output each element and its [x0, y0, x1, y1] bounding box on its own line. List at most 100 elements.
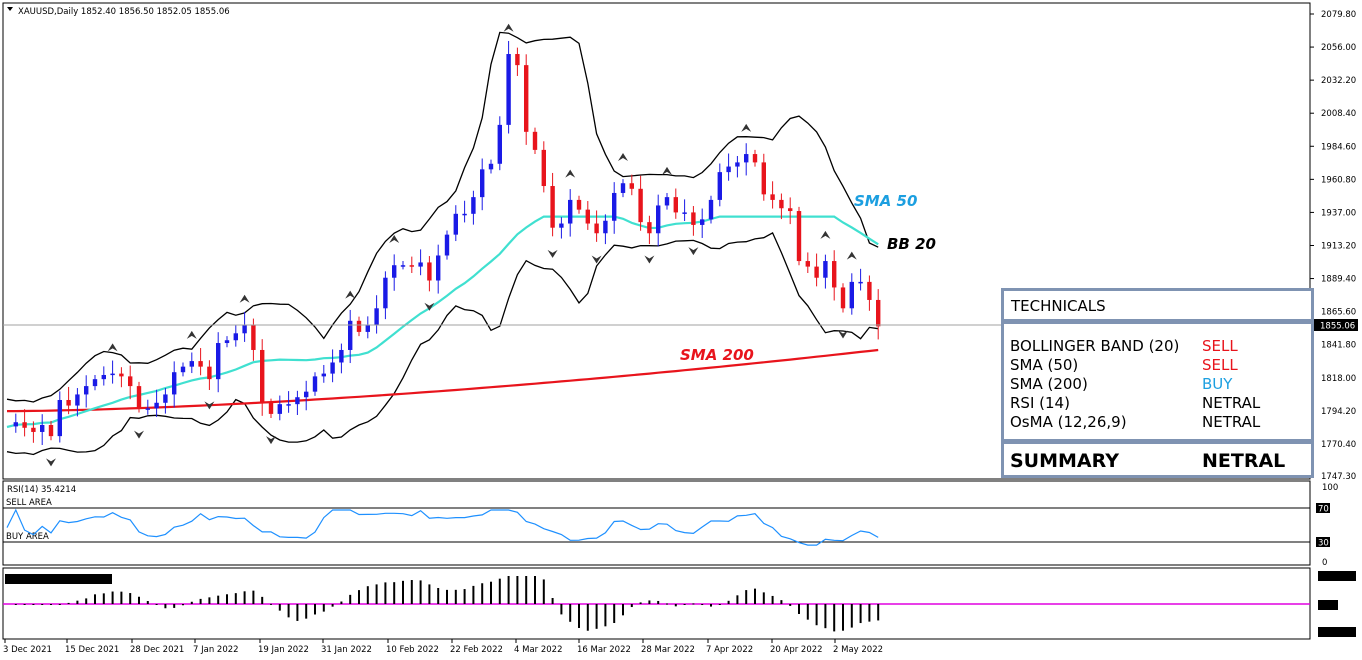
- indicator-signal: SELL: [1202, 356, 1238, 374]
- bull-candle: [40, 425, 45, 432]
- date-tick-label: 20 Apr 2022: [770, 645, 823, 655]
- bear-candle: [788, 208, 793, 212]
- osma-bar: [111, 591, 114, 604]
- price-tick-label: 1889.40: [1321, 275, 1356, 285]
- osma-bar: [666, 603, 668, 605]
- price-tick-label: 2032.20: [1321, 76, 1356, 86]
- osma-bar: [525, 576, 528, 604]
- osma-bar: [490, 581, 492, 604]
- bear-candle: [128, 376, 133, 387]
- osma-bar: [613, 604, 616, 623]
- bear-candle: [673, 197, 678, 213]
- bull-candle: [277, 404, 282, 414]
- bull-candle: [75, 394, 80, 406]
- osma-bar: [771, 595, 774, 604]
- bull-candle: [180, 366, 186, 373]
- osma-bar: [780, 600, 783, 604]
- osma-bar: [648, 600, 651, 604]
- bollinger-bands: [6, 31, 879, 456]
- bull-candle: [444, 234, 450, 256]
- date-tick-label: 10 Feb 2022: [386, 645, 439, 655]
- bb-upper-band: [6, 31, 879, 403]
- fractal-down-icon: [204, 401, 215, 410]
- osma-bar: [296, 604, 299, 621]
- bear-candle: [48, 425, 54, 437]
- osma-bar: [428, 584, 431, 604]
- osma-bar: [173, 604, 176, 608]
- fractal-down-icon: [266, 436, 276, 445]
- osma-bar: [270, 603, 272, 605]
- osma-bar: [437, 587, 440, 604]
- osma-bar: [604, 604, 607, 627]
- osma-bar: [234, 593, 237, 604]
- osma-bar: [683, 604, 686, 605]
- osma-bar: [393, 582, 396, 604]
- osma-bar: [560, 604, 563, 615]
- bull-candle: [744, 154, 749, 163]
- bull-candle: [471, 197, 476, 214]
- indicator-name: RSI (14): [1010, 394, 1070, 412]
- bull-candle: [13, 422, 18, 427]
- osma-bar: [551, 598, 554, 604]
- bull-candle: [620, 183, 626, 193]
- bull-candle: [242, 324, 247, 334]
- osma-bar: [138, 596, 140, 604]
- current-price-tag: [1314, 319, 1358, 331]
- osma-bar: [630, 604, 633, 608]
- osma-bar: [578, 604, 580, 628]
- osma-bar: [287, 604, 290, 618]
- date-tick-label: 22 Feb 2022: [450, 645, 503, 655]
- fractal-up-icon: [186, 330, 197, 339]
- osma-bar: [727, 600, 730, 604]
- technicals-body: BOLLINGER BAND (20) SELL SMA (50) SELL S…: [1001, 321, 1314, 442]
- bear-candle: [761, 162, 766, 195]
- price-tick-label: 1913.20: [1321, 241, 1356, 251]
- bull-candle: [462, 213, 467, 216]
- osma-bar: [375, 584, 378, 604]
- osma-bar: [877, 604, 880, 621]
- bear-candle: [66, 399, 71, 406]
- rsi-tick-70-bg: [1316, 503, 1330, 513]
- bull-candle: [453, 213, 458, 235]
- bull-candle: [682, 212, 687, 214]
- fractal-down-icon: [688, 247, 699, 256]
- osma-bar: [14, 604, 17, 605]
- bear-candle: [876, 299, 881, 327]
- fractal-up-icon: [618, 153, 628, 162]
- bear-candle: [22, 422, 27, 428]
- bull-candle: [348, 320, 353, 350]
- rsi-tick-30-bg: [1316, 537, 1330, 547]
- osma-bar: [261, 596, 264, 604]
- osma-title-bar: [5, 574, 112, 584]
- technicals-title: TECHNICALS: [1011, 297, 1106, 315]
- fractal-down-icon: [134, 430, 144, 439]
- technicals-row: RSI (14) NETRAL: [1010, 394, 1306, 413]
- osma-bar: [102, 593, 105, 604]
- bear-candle: [691, 212, 696, 225]
- bear-candle: [867, 281, 872, 300]
- bull-candle: [717, 172, 722, 200]
- bull-candle: [224, 340, 230, 344]
- osma-bar: [569, 604, 572, 622]
- date-tick-label: 7 Jan 2022: [193, 645, 239, 655]
- bull-candle: [57, 399, 62, 437]
- osma-bar: [226, 594, 228, 604]
- bull-candle: [339, 349, 344, 363]
- bear-candle: [840, 287, 846, 309]
- fractal-down-icon: [46, 458, 56, 467]
- osma-bar: [94, 594, 96, 604]
- osma-bar: [789, 604, 792, 606]
- osma-bar: [358, 590, 360, 604]
- bull-candle: [84, 386, 89, 395]
- candles: [13, 40, 881, 446]
- rsi-buy-area-label: BUY AREA: [6, 532, 49, 542]
- bear-candle: [805, 261, 810, 267]
- osma-bar: [815, 604, 818, 626]
- bear-candle: [814, 266, 819, 278]
- bull-candle: [101, 374, 106, 380]
- date-tick-label: 28 Mar 2022: [641, 645, 695, 655]
- bear-candle: [356, 320, 362, 332]
- osma-bar: [208, 597, 211, 604]
- sma50-annotation: SMA 50: [854, 192, 917, 210]
- bull-candle: [858, 281, 863, 284]
